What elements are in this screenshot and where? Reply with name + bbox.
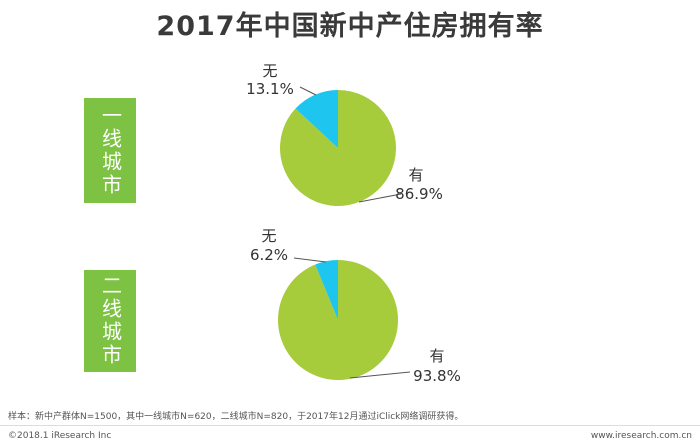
- pie-tier1-slice-no: [295, 90, 338, 148]
- pie-tier1-leader-yes: [358, 193, 402, 203]
- pie-tier2-value-no: 6.2%: [250, 246, 288, 264]
- pie-tier1-value-yes: 86.9%: [395, 185, 443, 203]
- chart-title: 2017年中国新中产住房拥有率: [156, 11, 544, 42]
- pie-tier1-value-no: 13.1%: [246, 80, 294, 98]
- website-text: www.iresearch.com.cn: [590, 431, 692, 441]
- pie-tier1-label-no: 无: [262, 62, 277, 80]
- pie-tier2-slice-yes: [278, 260, 399, 380]
- pie-tier2-label-yes: 有: [429, 347, 444, 365]
- pie-tier2-leader-no: [293, 257, 327, 263]
- pie-tier1-leader-no: [299, 86, 317, 96]
- tier1-city-label: 一线城市: [84, 98, 136, 203]
- pie-tier1-label-yes: 有: [408, 166, 423, 184]
- footer-divider: [0, 425, 700, 426]
- copyright-text: ©2018.1 iResearch Inc: [8, 431, 112, 441]
- pie-tier2-value-yes: 93.8%: [413, 367, 461, 385]
- pie-tier2-slice-no: [315, 260, 338, 320]
- pie-tier2-leader-yes: [349, 371, 411, 379]
- pie-tier2: 无 6.2% 有 93.8%: [250, 227, 461, 385]
- sample-note: 样本：新中产群体N=1500，其中一线城市N=620，二线城市N=820，于20…: [8, 412, 464, 422]
- pie-tier2-label-no: 无: [261, 227, 276, 245]
- tier2-city-label: 二线城市: [84, 270, 136, 372]
- pie-tier1-slice-yes: [279, 90, 396, 206]
- pie-tier1: 无 13.1% 有 86.9%: [246, 62, 443, 206]
